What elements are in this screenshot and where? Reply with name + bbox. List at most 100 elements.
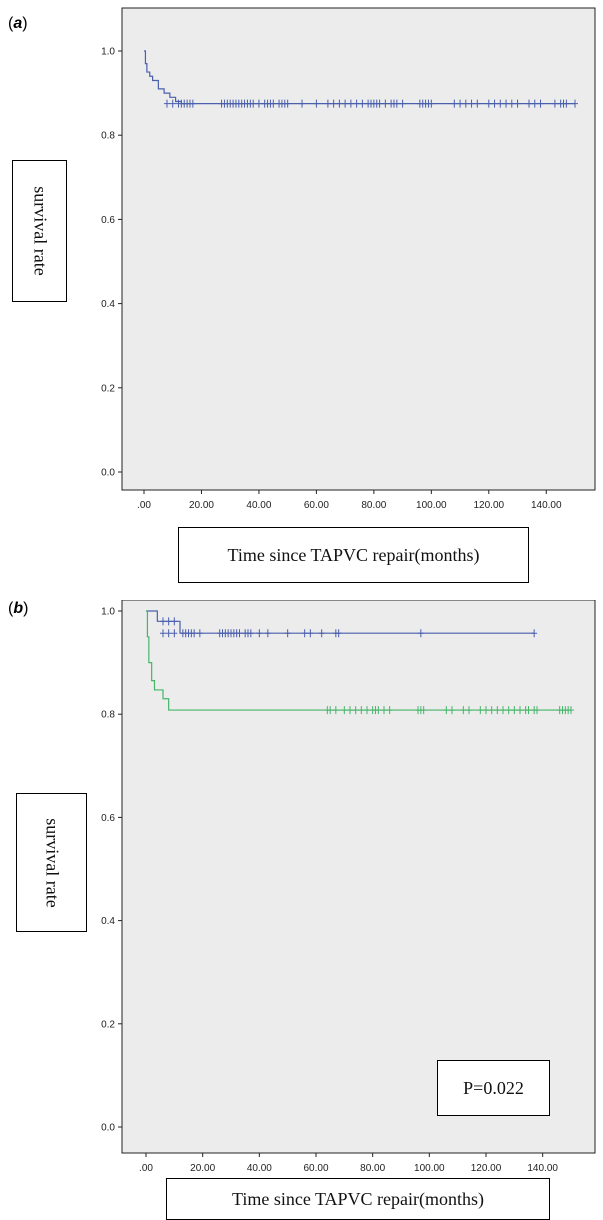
y-tick-label: 0.2	[101, 383, 115, 394]
censor-mark	[307, 629, 314, 638]
censor-mark	[332, 706, 339, 715]
x-tick-label: 140.00	[527, 1163, 558, 1174]
panel-b: (b) 0.0 0.2 0.4 0.6 0.8 1.0 .00 20.00 40.00 60.00…	[0, 600, 603, 1220]
survival-curve-1	[144, 50, 575, 105]
censor-mark	[375, 706, 382, 715]
censor-mark	[313, 99, 320, 108]
censor-mark	[256, 629, 263, 638]
censor-mark	[531, 99, 538, 108]
censor-mark	[563, 99, 570, 108]
censor-mark	[299, 99, 306, 108]
x-tick-label: 20.00	[190, 1163, 215, 1174]
y-tick-label: 0.2	[101, 1019, 115, 1030]
censor-mark	[335, 629, 342, 638]
censor-mark	[336, 99, 343, 108]
censor-mark	[270, 99, 277, 108]
censor-mark	[393, 99, 400, 108]
x-tick-label: 100.00	[416, 500, 447, 511]
censor-mark	[485, 99, 492, 108]
censor-mark	[160, 629, 166, 638]
panel-a-label: (a)	[8, 15, 28, 32]
censor-mark	[511, 706, 518, 715]
censor-mark	[171, 629, 178, 638]
x-tick-label: 140.00	[531, 500, 562, 511]
censor-mark	[301, 629, 308, 638]
censor-mark	[534, 706, 540, 715]
censor-mark	[449, 706, 455, 715]
censor-mark	[572, 99, 578, 108]
y-tick-label: 1.0	[101, 47, 115, 58]
censor-mark	[284, 629, 291, 638]
y-axis-label-text-a: survival rate	[30, 186, 50, 276]
censor-mark	[474, 99, 481, 108]
x-tick-label: .00	[139, 1163, 153, 1174]
censor-mark	[568, 706, 574, 715]
censor-mark	[537, 99, 544, 108]
censor-mark	[376, 99, 383, 108]
censor-mark	[514, 99, 521, 108]
panel-a: (a) 0.0 0.2 0.4 0.6 0.8 1.0 .00 20.00 40.00 60.00…	[0, 0, 603, 600]
censor-mark	[169, 99, 176, 108]
censor-mark	[531, 629, 538, 638]
censor-mark	[488, 706, 495, 715]
censor-mark	[347, 99, 354, 108]
y-tick-label: 0.6	[101, 215, 115, 226]
censor-mark	[443, 706, 450, 715]
censor-mark	[525, 706, 532, 715]
censor-mark	[399, 99, 406, 108]
censor-mark	[342, 99, 349, 108]
x-axis-label-text-a: Time since TAPVC repair(months)	[227, 544, 480, 565]
censor-mark	[382, 99, 389, 108]
censor-mark	[318, 629, 325, 638]
censor-mark	[551, 99, 558, 108]
censor-mark	[386, 706, 393, 715]
y-tick-label: 0.4	[101, 299, 115, 310]
censor-mark	[460, 706, 467, 715]
censor-mark	[468, 99, 475, 108]
y-tick-label: 0.8	[101, 710, 115, 721]
censor-mark	[505, 706, 512, 715]
censor-mark	[264, 629, 271, 638]
censor-mark	[163, 99, 170, 108]
censor-mark	[191, 629, 198, 638]
x-tick-label: 60.00	[303, 1163, 328, 1174]
censor-mark	[428, 99, 435, 108]
y-tick-label: 0.6	[101, 813, 115, 824]
censor-mark	[466, 706, 472, 715]
y-axis-label-b: survival rate	[16, 793, 87, 932]
x-axis-label-a: Time since TAPVC repair(months)	[178, 527, 529, 583]
plot-area	[121, 7, 596, 491]
censor-mark	[255, 99, 262, 108]
x-tick-label: 80.00	[361, 500, 386, 511]
censor-mark	[491, 99, 498, 108]
censor-mark	[165, 629, 172, 638]
censor-mark	[358, 706, 365, 715]
chart-b: 0.0 0.2 0.4 0.6 0.8 1.0 .00 20.00 40.00 60.00 80.0…	[101, 600, 596, 1174]
censor-mark	[462, 99, 469, 108]
censor-mark	[477, 706, 484, 715]
censor-mark	[250, 99, 257, 108]
x-tick-label: 120.00	[474, 500, 505, 511]
censor-mark	[171, 617, 178, 626]
p-value-text: P=0.022	[463, 1077, 524, 1098]
censor-mark	[189, 99, 196, 108]
x-tick-label: 100.00	[414, 1163, 445, 1174]
censor-mark	[196, 629, 203, 638]
y-tick-label: 0.0	[101, 1123, 115, 1134]
censor-mark	[500, 706, 506, 715]
x-tick-label: 40.00	[246, 500, 271, 511]
y-tick-label: 1.0	[101, 607, 115, 618]
censor-mark	[381, 706, 387, 715]
censor-mark	[451, 99, 458, 108]
censor-mark	[324, 99, 331, 108]
censor-mark	[526, 99, 533, 108]
censor-mark	[352, 706, 359, 715]
x-tick-label: 80.00	[360, 1163, 385, 1174]
censor-mark	[353, 99, 360, 108]
x-tick-label: 40.00	[247, 1163, 272, 1174]
y-tick-label: 0.8	[101, 131, 115, 142]
censor-mark	[341, 706, 348, 715]
censor-mark	[247, 629, 254, 638]
censor-mark	[359, 99, 366, 108]
x-tick-label: .00	[137, 500, 151, 511]
